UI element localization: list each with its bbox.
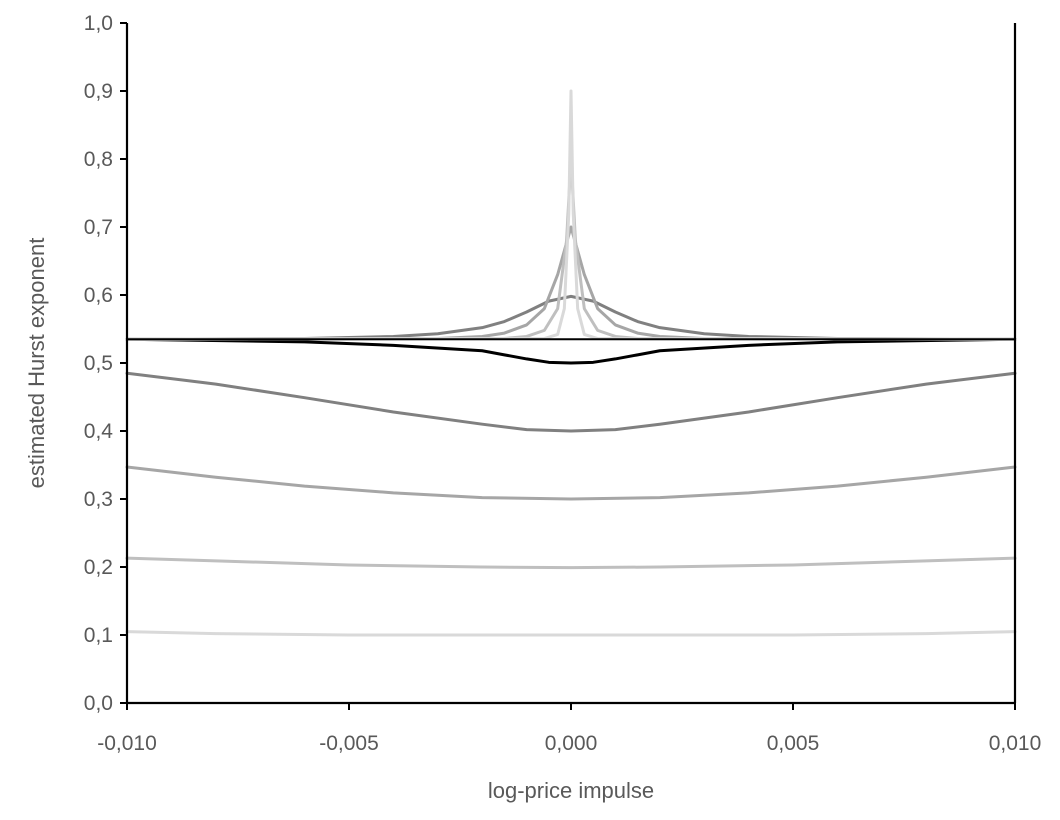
x-tick-label: 0,005 [767,732,820,755]
series-line-7 [125,225,1017,341]
y-tick-label: 0,8 [84,148,113,171]
y-tick-label: 0,3 [84,488,113,511]
ticks-layer: 0,0 0,1 0,2 0,3 0,4 0,5 0,6 0,7 0,8 0,9 1,0 -0,010 -… [84,12,1041,755]
y-tick-label: 0,9 [84,80,113,103]
series-line-3 [125,465,1017,501]
y-tick-label: 0,0 [84,692,113,715]
series-line-9 [125,89,1017,341]
series-line-4 [125,371,1017,433]
x-tick-label: 0,000 [545,732,598,755]
series-line-8 [125,157,1017,341]
series-line-6 [125,294,1017,341]
y-axis-title: estimated Hurst exponent [24,238,49,489]
series-line-2 [125,556,1017,570]
x-axis-title: log-price impulse [488,778,654,803]
x-tick-label: -0,010 [97,732,157,755]
series-line-1 [125,630,1017,637]
y-tick-label: 0,6 [84,284,113,307]
y-tick-label: 0,4 [84,420,114,443]
y-tick-label: 1,0 [84,12,113,35]
y-tick-label: 0,5 [84,352,113,375]
series-layer [125,89,1017,637]
y-tick-label: 0,1 [84,624,113,647]
series-line-5 [125,337,1017,365]
x-tick-label: -0,005 [319,732,379,755]
x-tick-label: 0,010 [989,732,1042,755]
y-tick-label: 0,2 [84,556,113,579]
y-tick-label: 0,7 [84,216,113,239]
